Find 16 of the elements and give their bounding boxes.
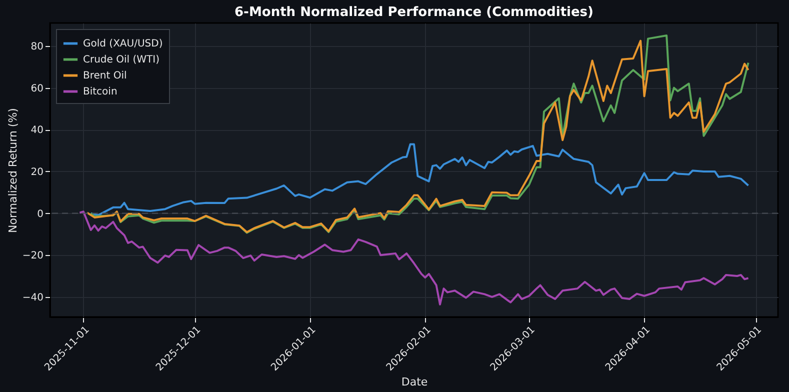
- line-series: [78, 210, 750, 306]
- y-tick-label: 80: [30, 42, 44, 52]
- y-tick-label: −20: [22, 250, 44, 262]
- y-tick-label: 20: [30, 166, 44, 178]
- legend-label: Brent Oil: [83, 70, 127, 82]
- legend-label: Crude Oil (WTI): [83, 54, 160, 66]
- y-tick-label: 0: [37, 208, 44, 220]
- y-axis-title: Normalized Return (%): [6, 108, 20, 233]
- y-tick-label: 60: [30, 83, 44, 94]
- legend-label: Bitcoin: [83, 86, 118, 98]
- y-tick-label: 40: [30, 125, 44, 136]
- y-tick-label: −40: [22, 292, 44, 304]
- line-series: [90, 143, 750, 216]
- x-axis-title: Date: [401, 376, 428, 389]
- legend-label: Gold (XAU/USD): [83, 38, 163, 50]
- chart-title: 6-Month Normalized Performance (Commodities): [234, 5, 594, 20]
